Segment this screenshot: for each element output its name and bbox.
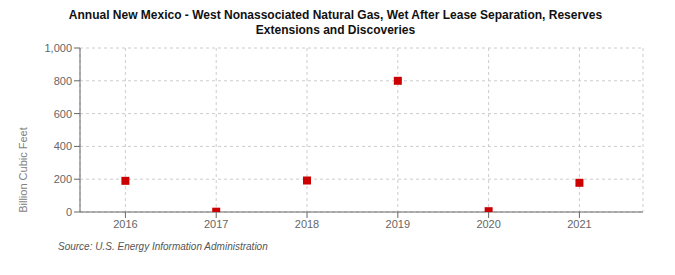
html-text:Annual New Mexico - West Nonas: Annual New Mexico - West Nonassociated N… — [68, 8, 603, 37]
svg-text:2019: 2019 — [386, 218, 410, 230]
svg-text:200: 200 — [54, 173, 72, 185]
svg-text:800: 800 — [54, 75, 72, 87]
svg-text:2017: 2017 — [204, 218, 228, 230]
svg-text:0: 0 — [66, 206, 72, 218]
svg-text:2016: 2016 — [113, 218, 137, 230]
svg-text:Billion Cubic Feet: Billion Cubic Feet — [17, 127, 29, 213]
svg-text:2018: 2018 — [295, 218, 319, 230]
svg-text:400: 400 — [54, 140, 72, 152]
svg-text:600: 600 — [54, 108, 72, 120]
svg-text:2021: 2021 — [567, 218, 591, 230]
svg-text:1,000: 1,000 — [44, 42, 72, 54]
svg-text:2020: 2020 — [476, 218, 500, 230]
html-text:Source: U.S. Energy Informatio: Source: U.S. Energy Information Administ… — [58, 241, 268, 252]
